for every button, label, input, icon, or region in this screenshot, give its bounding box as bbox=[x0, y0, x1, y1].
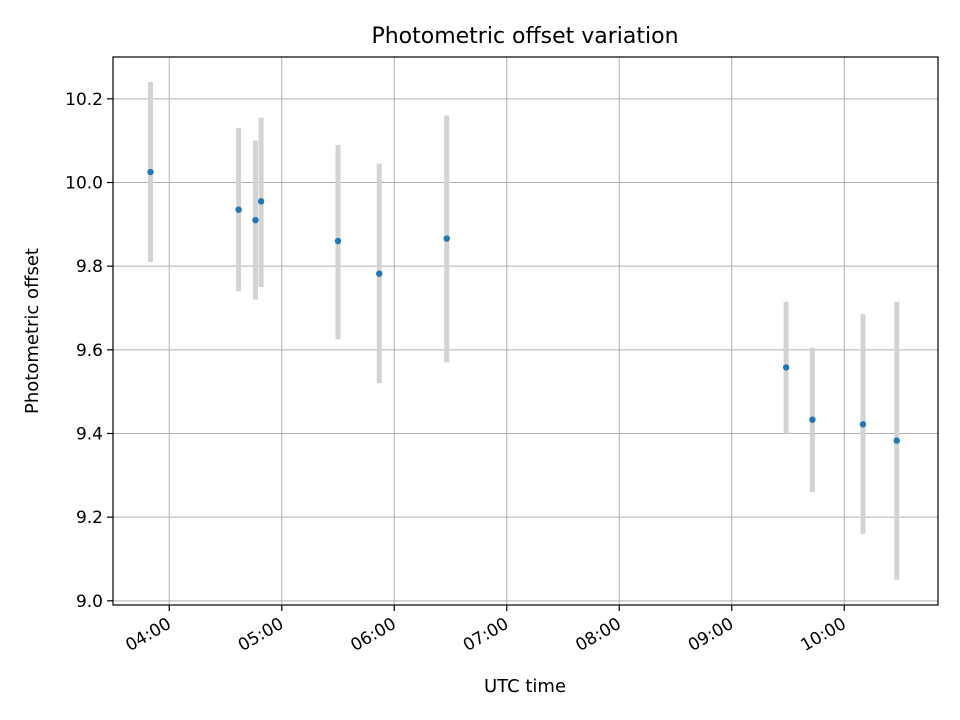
data-point bbox=[235, 206, 242, 213]
chart-title: Photometric offset variation bbox=[371, 24, 678, 49]
y-tick-label: 9.6 bbox=[76, 341, 103, 361]
data-point bbox=[893, 437, 900, 444]
y-tick-label: 9.4 bbox=[76, 424, 103, 444]
plot-frame bbox=[112, 56, 939, 606]
y-axis-ticks: 9.0 9.2 9.4 9.6 9.8 10.0 10.2 bbox=[65, 90, 113, 612]
data-point bbox=[376, 270, 383, 277]
y-tick-label: 10.2 bbox=[65, 90, 103, 110]
data-point bbox=[782, 364, 790, 371]
y-tick-label: 9.0 bbox=[76, 592, 103, 612]
data-point bbox=[809, 416, 816, 423]
y-tick-label: 10.0 bbox=[65, 173, 103, 193]
data-points bbox=[147, 168, 900, 444]
data-point bbox=[859, 421, 867, 428]
y-tick-label: 9.2 bbox=[76, 508, 103, 528]
data-point bbox=[252, 216, 259, 224]
data-point bbox=[257, 198, 265, 205]
grid bbox=[113, 57, 938, 605]
data-point bbox=[147, 168, 154, 176]
y-tick-label: 9.8 bbox=[76, 257, 103, 277]
x-axis-label: UTC time bbox=[484, 676, 566, 697]
data-point bbox=[443, 235, 450, 242]
y-axis-label: Photometric offset bbox=[22, 248, 43, 414]
data-point bbox=[334, 237, 342, 245]
